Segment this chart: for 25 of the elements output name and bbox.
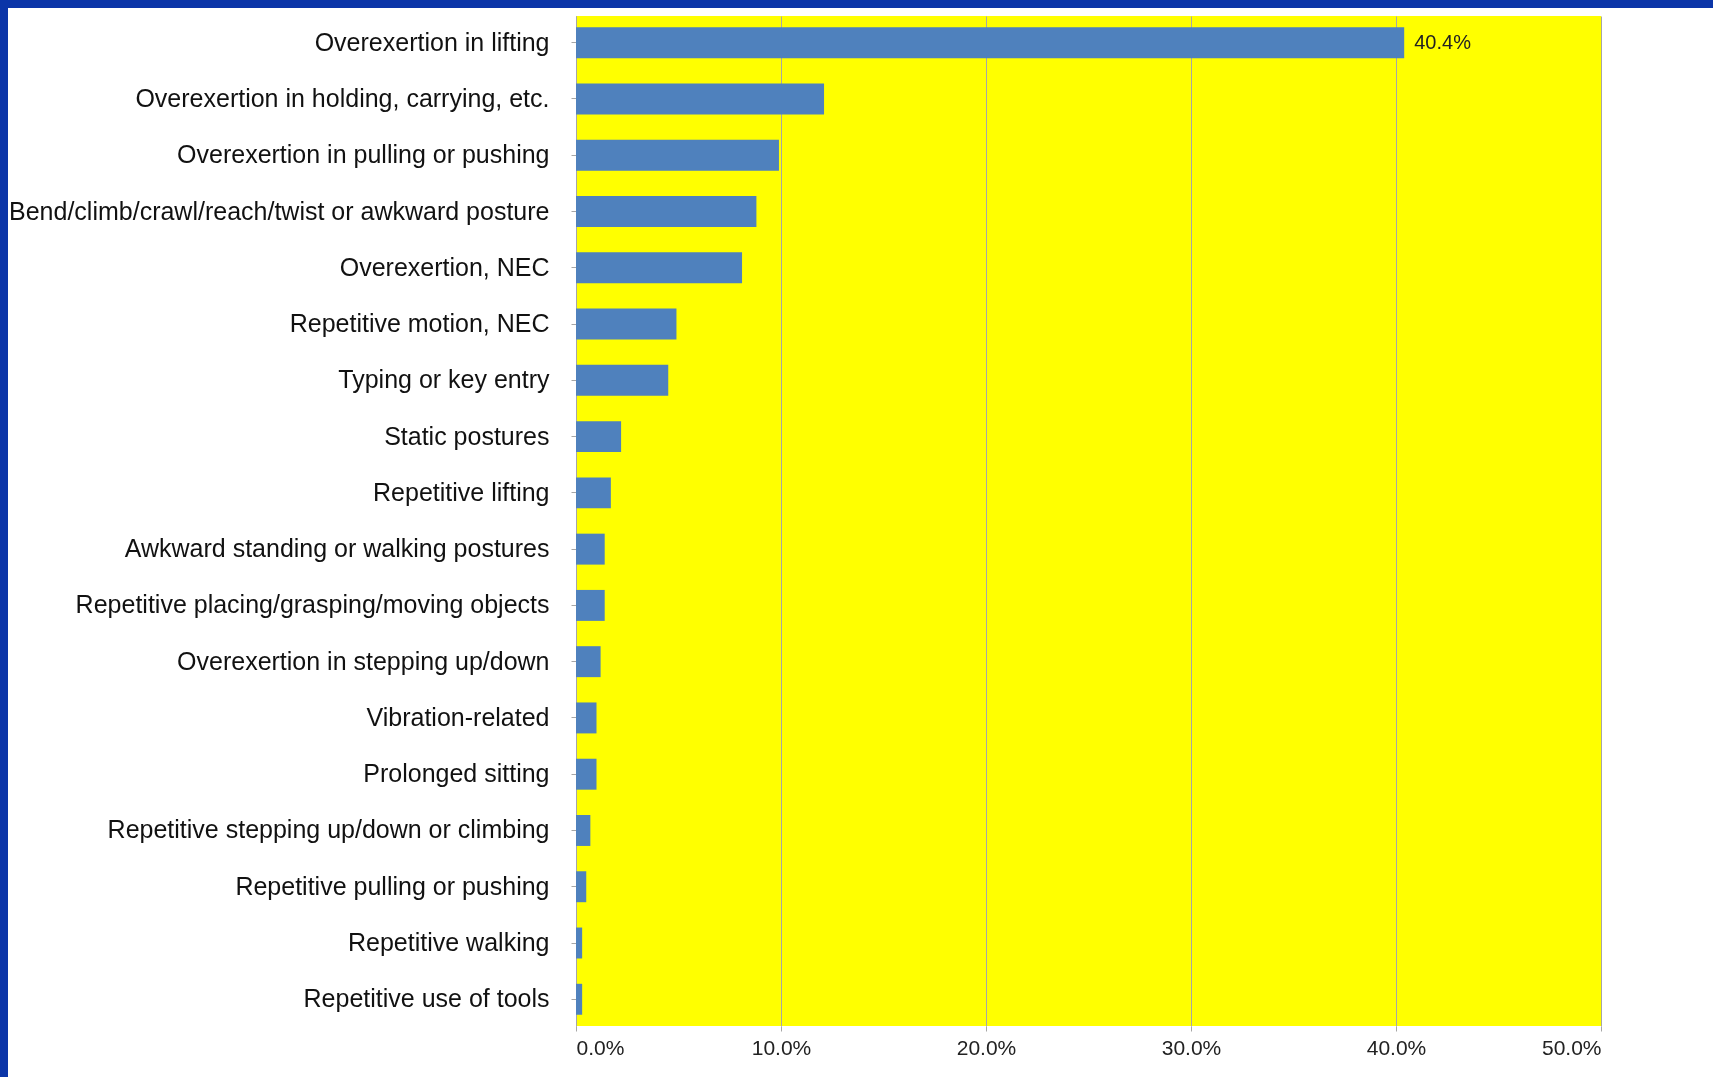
y-tick-label: Repetitive use of tools <box>303 984 550 1013</box>
y-tick-label: Overexertion in lifting <box>314 27 550 56</box>
y-tick-label: Repetitive lifting <box>373 477 550 506</box>
y-tick-label: Repetitive stepping up/down or climbing <box>107 815 550 844</box>
y-tick-label: Overexertion in pulling or pushing <box>177 140 550 169</box>
x-tick-label: 10.0% <box>751 1035 812 1059</box>
y-tick-label: Repetitive pulling or pushing <box>235 871 550 900</box>
y-tick-label: Static postures <box>384 421 550 450</box>
y-tick-label: Overexertion in holding, carrying, etc. <box>135 83 550 112</box>
y-tick-label: Overexertion, NEC <box>339 252 550 281</box>
y-tick-label: Repetitive walking <box>348 928 550 957</box>
y-tick-label: Overexertion in stepping up/down <box>177 646 550 675</box>
x-tick-label: 50.0% <box>1541 1035 1602 1059</box>
y-tick-label: Prolonged sitting <box>363 759 550 788</box>
y-tick-label: Vibration-related <box>366 702 550 731</box>
x-tick-label: 20.0% <box>956 1035 1017 1059</box>
x-tick-label: 30.0% <box>1161 1035 1222 1059</box>
y-tick-label: Repetitive placing/grasping/moving objects <box>75 590 550 619</box>
y-tick-label: Bend/climb/crawl/reach/twist or awkward posture <box>9 196 550 225</box>
data-label: 40.4% <box>1414 30 1472 53</box>
x-tick-label: 40.0% <box>1366 1035 1427 1059</box>
y-tick-label: Typing or key entry <box>338 365 550 394</box>
y-tick-label: Repetitive motion, NEC <box>289 309 550 338</box>
x-tick-label: 0.0% <box>576 1035 625 1059</box>
y-tick-label: Awkward standing or walking postures <box>124 534 550 563</box>
